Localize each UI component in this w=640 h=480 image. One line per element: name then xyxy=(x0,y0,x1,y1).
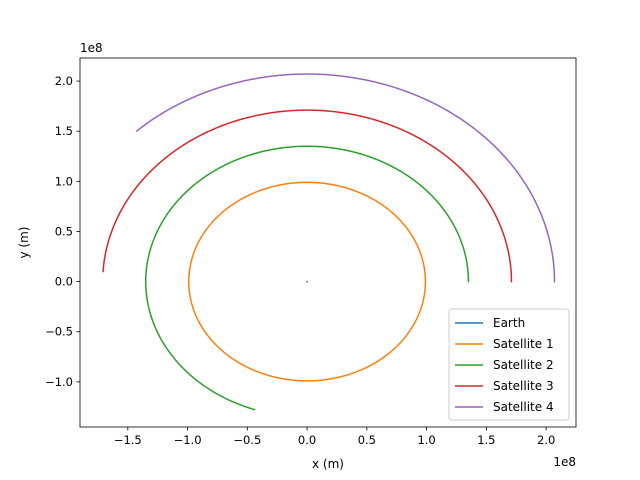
y-tick-label: 1.0 xyxy=(55,174,73,188)
legend-label: Satellite 1 xyxy=(493,337,554,351)
y-tick-label: 0.5 xyxy=(55,224,73,238)
y-tick-label: 1.5 xyxy=(55,124,73,138)
legend-label: Satellite 4 xyxy=(493,400,554,414)
x-tick-label: 0.5 xyxy=(358,433,376,447)
axes-layer: −1.5 −1.0 −0.5 0.0 0.5 1.0 1.5 2.0 −1.0 −0.5 0.0 0.… xyxy=(45,57,577,447)
legend-box xyxy=(448,308,570,421)
x-tick-label: 0.0 xyxy=(298,433,316,447)
y-tick-label: −1.0 xyxy=(45,375,73,389)
y-axis-offset-label: 1e8 xyxy=(80,41,103,55)
y-tick-label: 2.0 xyxy=(55,74,73,88)
y-tick-label: 0.0 xyxy=(55,275,73,289)
x-axis-offset-label: 1e8 xyxy=(553,455,576,469)
series-layer xyxy=(102,73,556,411)
x-tick-label: 2.0 xyxy=(537,433,555,447)
legend: Earth Satellite 1 Satellite 2 Satellite 3 Sa… xyxy=(448,308,570,421)
x-tick-label: −1.0 xyxy=(174,433,202,447)
x-axis-label: x (m) xyxy=(312,457,344,471)
x-tick-label: −0.5 xyxy=(233,433,261,447)
axes-frame xyxy=(79,57,577,428)
x-tick-label: 1.5 xyxy=(477,433,495,447)
y-axis-label: y (m) xyxy=(17,227,31,259)
legend-label: Satellite 2 xyxy=(493,358,554,372)
series-line-satellite-4 xyxy=(135,73,556,283)
legend-label: Satellite 3 xyxy=(493,379,554,393)
x-tick-label: 1.0 xyxy=(417,433,435,447)
series-line-satellite-2 xyxy=(144,145,470,411)
series-line-satellite-1 xyxy=(188,181,427,382)
legend-label: Earth xyxy=(493,316,525,330)
x-tick-label: −1.5 xyxy=(114,433,142,447)
y-tick-label: −0.5 xyxy=(45,325,73,339)
series-line-satellite-3 xyxy=(102,109,513,283)
